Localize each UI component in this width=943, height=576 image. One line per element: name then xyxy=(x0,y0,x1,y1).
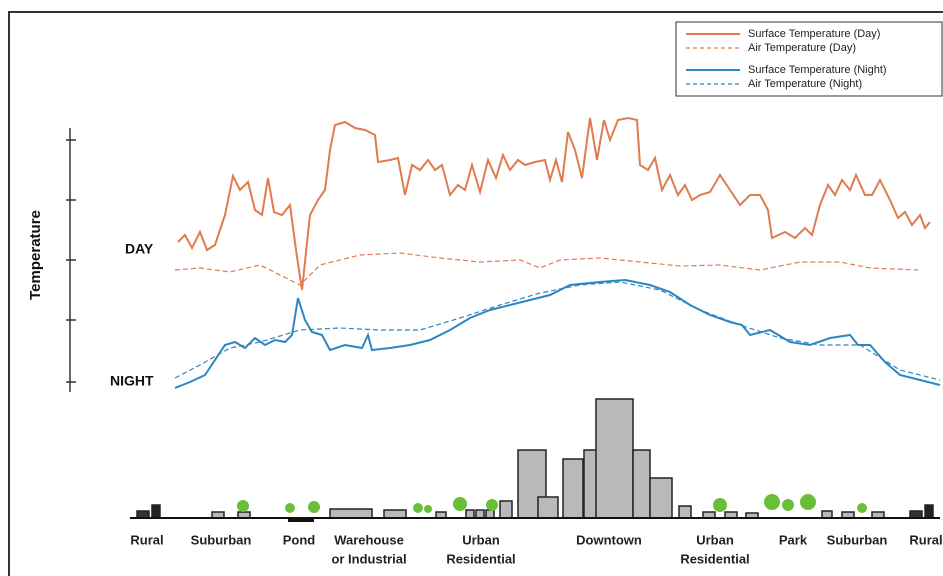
legend-label: Air Temperature (Day) xyxy=(748,42,856,54)
zone-label: Suburban xyxy=(827,532,888,547)
page: Surface Temperature (Day) Air Temperatur… xyxy=(0,0,943,576)
legend-label: Air Temperature (Night) xyxy=(748,78,862,90)
axis-label: Temperature xyxy=(27,210,44,300)
zone-label: Urban xyxy=(462,532,500,547)
zone-label: Residential xyxy=(446,551,515,566)
legend-label: Surface Temperature (Day) xyxy=(748,28,880,40)
zone-label: Downtown xyxy=(576,532,642,547)
zone-label: Urban xyxy=(696,532,734,547)
zone-label: Warehouse xyxy=(334,532,404,547)
day-label: DAY xyxy=(125,241,154,257)
night-label: NIGHT xyxy=(110,373,154,389)
zone-label: Rural xyxy=(130,532,163,547)
zone-label: Suburban xyxy=(191,532,252,547)
legend-label: Surface Temperature (Night) xyxy=(748,64,887,76)
zone-label: Park xyxy=(779,532,808,547)
zone-label: or Industrial xyxy=(331,551,406,566)
diagram: Surface Temperature (Day) Air Temperatur… xyxy=(0,0,943,576)
zone-label: Pond xyxy=(283,532,316,547)
zone-label: Residential xyxy=(680,551,749,566)
zone-label: Rural xyxy=(909,532,942,547)
